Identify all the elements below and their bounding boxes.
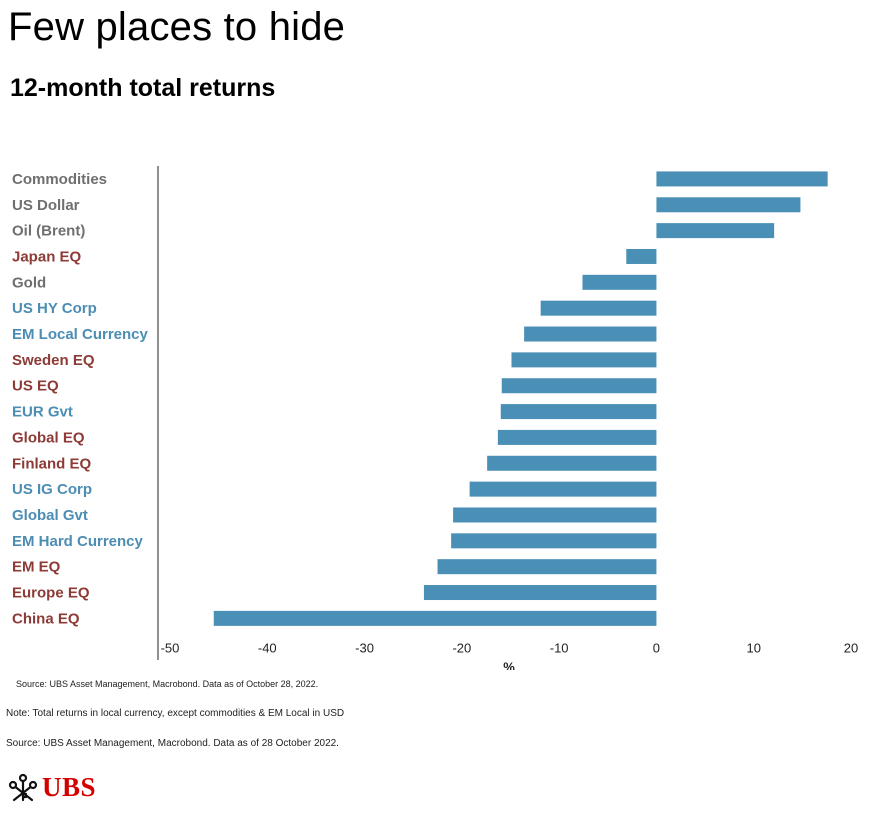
ubs-logo: UBS <box>8 772 96 802</box>
x-tick-label: 0 <box>653 640 660 655</box>
bar <box>656 171 828 187</box>
bar <box>524 326 657 342</box>
bar <box>626 248 657 264</box>
x-tick-label: 20 <box>844 640 858 655</box>
chart-subtitle: 12-month total returns <box>10 74 276 102</box>
x-tick-label: -30 <box>355 640 374 655</box>
ubs-keys-icon <box>8 773 38 802</box>
category-label: EM Local Currency <box>12 326 149 343</box>
category-label: US Dollar <box>12 197 80 214</box>
category-label: EUR Gvt <box>12 404 73 421</box>
source-note: Source: UBS Asset Management, Macrobond.… <box>6 738 339 749</box>
category-label: Sweden EQ <box>12 352 95 369</box>
category-label: EM EQ <box>12 559 61 576</box>
category-label: China EQ <box>12 610 80 627</box>
bar <box>500 404 657 420</box>
x-tick-label: -50 <box>161 640 180 655</box>
x-tick-label: -10 <box>550 640 569 655</box>
category-label: Finland EQ <box>12 455 92 472</box>
x-tick-label: -20 <box>452 640 471 655</box>
bar <box>423 585 657 601</box>
bar <box>656 197 801 213</box>
bar <box>453 507 657 523</box>
bar-chart: Commodities US Dollar Oil (Brent) Japan EQ G… <box>12 166 858 670</box>
x-tick-label: -40 <box>258 640 277 655</box>
category-label: Commodities <box>12 171 107 188</box>
bar <box>437 559 657 575</box>
x-axis-label: % <box>503 659 515 670</box>
category-label: Global EQ <box>12 429 85 446</box>
category-label: US HY Corp <box>12 300 97 317</box>
bar <box>469 481 657 497</box>
category-label: US EQ <box>12 378 59 395</box>
source-note-small: Source: UBS Asset Management, Macrobond.… <box>16 679 319 689</box>
bar <box>497 429 657 445</box>
category-label: Europe EQ <box>12 585 90 602</box>
ubs-logo-text: UBS <box>42 772 97 802</box>
bar <box>656 223 775 239</box>
bar <box>540 300 657 316</box>
category-label: US IG Corp <box>12 481 92 498</box>
category-label: Gold <box>12 274 46 291</box>
footnote: Note: Total returns in local currency, e… <box>6 708 345 719</box>
bar <box>213 610 657 626</box>
bar <box>511 352 657 368</box>
x-tick-label: 10 <box>746 640 760 655</box>
chart-title: Few places to hide <box>8 5 346 49</box>
category-label: EM Hard Currency <box>12 533 144 550</box>
category-label: Japan EQ <box>12 248 82 265</box>
bar <box>582 274 657 290</box>
category-label: Global Gvt <box>12 507 88 524</box>
bar <box>451 533 657 549</box>
bar <box>501 378 657 394</box>
bar <box>487 455 657 471</box>
category-label: Oil (Brent) <box>12 223 85 240</box>
